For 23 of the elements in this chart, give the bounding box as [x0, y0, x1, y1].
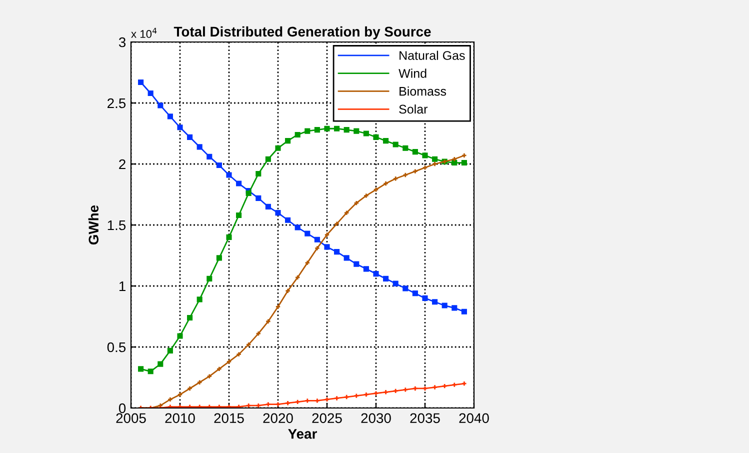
y-tick-label: 0: [118, 403, 126, 414]
x-tick-label: 2030: [361, 413, 391, 424]
x-tick-label: 2025: [312, 413, 342, 424]
x-axis-title: Year: [288, 429, 317, 439]
y-tick-label: 0.5: [107, 342, 126, 352]
x-tick-label: 2020: [263, 413, 293, 424]
legend-label: Biomass: [400, 86, 446, 96]
x-tick-label: 2015: [214, 413, 244, 424]
y-tick-label: 2.5: [108, 98, 126, 108]
legend-label: Wind: [398, 68, 426, 78]
legend-label: Solar: [399, 104, 428, 114]
x-tick-label: 2005: [116, 413, 146, 424]
x-tick-label: 2040: [459, 413, 489, 424]
y-tick-label: 1.5: [108, 220, 126, 230]
x-tick-label: 2035: [410, 413, 440, 424]
y-tick-label: 3: [118, 37, 126, 48]
y-tick-label: 2: [119, 159, 126, 170]
y-tick-label: 1: [119, 281, 126, 292]
chart-title: Total Distributed Generation by Source: [174, 26, 431, 40]
y-axis-title: GWhe: [88, 205, 99, 244]
x-tick-label: 2010: [165, 413, 195, 424]
text: x 10$^{4}$: [131, 28, 157, 38]
legend-label: Natural Gas: [400, 50, 465, 60]
